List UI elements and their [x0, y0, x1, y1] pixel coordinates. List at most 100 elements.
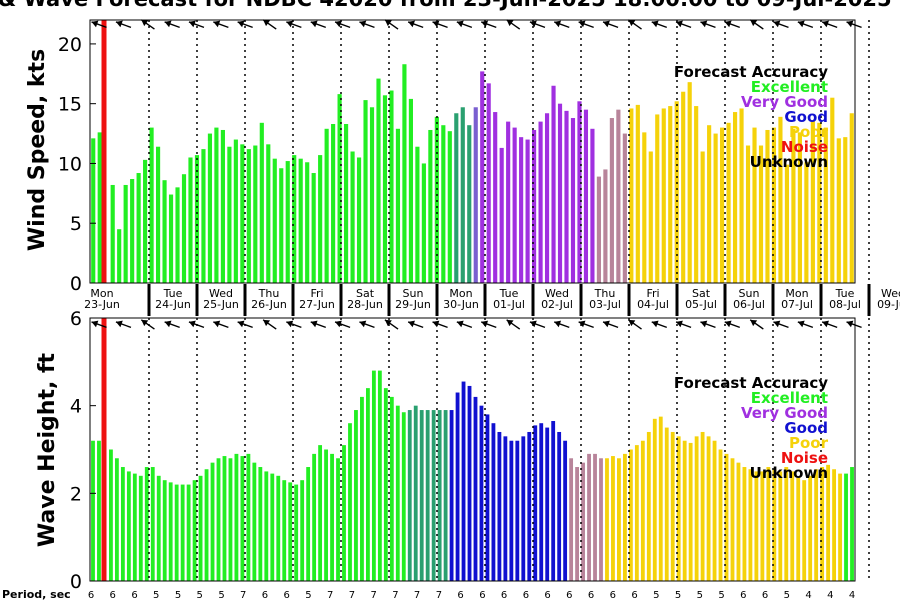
- date-label: 08-Jul: [829, 298, 861, 311]
- wave-legend-item: Noise: [781, 449, 828, 467]
- wind-bar: [233, 139, 238, 283]
- day-of-week-label: Tue: [499, 287, 519, 300]
- wave-direction-arrow-icon: [91, 320, 107, 329]
- wind-bar: [266, 144, 271, 283]
- period-value: 6: [88, 590, 94, 600]
- day-of-week-label: Sun: [403, 287, 424, 300]
- wave-y-tick-label: 2: [70, 483, 82, 505]
- wind-bar: [207, 133, 213, 283]
- wind-bar: [311, 173, 316, 283]
- wave-direction-arrow-icon: [700, 320, 716, 329]
- wave-bar: [449, 410, 454, 581]
- wind-bar: [570, 118, 576, 283]
- wind-bar: [220, 129, 225, 283]
- wave-bar: [407, 410, 412, 581]
- wave-bar: [694, 436, 699, 581]
- wind-bar: [551, 85, 556, 283]
- wave-y-axis-ticks: 0 2 4 6: [70, 308, 96, 593]
- wave-legend-item: Excellent: [751, 389, 828, 407]
- wind-bar: [849, 113, 854, 283]
- wave-bar: [198, 475, 203, 581]
- wind-bar: [143, 159, 148, 283]
- wind-bar: [843, 137, 848, 283]
- wind-direction-arrow-icon: [115, 20, 132, 29]
- wave-bar: [634, 445, 639, 581]
- wind-bar: [765, 129, 770, 283]
- wave-direction-arrow-icon: [675, 320, 692, 329]
- wave-direction-arrow-icon: [334, 320, 351, 329]
- day-of-week-label: Wed: [881, 287, 900, 300]
- wind-bar: [382, 95, 388, 283]
- wave-bar: [192, 480, 197, 581]
- wind-direction-arrow-icon: [821, 20, 838, 29]
- wind-bar: [486, 83, 491, 283]
- wave-direction-arrow-icon: [262, 319, 277, 330]
- day-of-week-label: Tue: [163, 287, 183, 300]
- wave-bar: [724, 453, 729, 581]
- wave-direction-arrow-icon: [628, 319, 642, 330]
- wind-bar: [506, 121, 511, 283]
- wind-bar: [797, 132, 802, 283]
- wind-plot-frame: [89, 19, 856, 284]
- period-value: 5: [153, 590, 159, 600]
- date-label: 05-Jul: [685, 298, 717, 311]
- period-value: 5: [718, 590, 724, 600]
- wind-bar: [778, 116, 783, 283]
- wind-bar: [473, 107, 478, 284]
- period-value: 6: [457, 590, 463, 600]
- wave-bar: [593, 453, 597, 581]
- wave-bar: [126, 471, 131, 581]
- wave-direction-arrow-icon: [359, 320, 375, 329]
- period-value: 6: [588, 590, 594, 600]
- wave-bar: [222, 456, 227, 581]
- wind-bar: [758, 145, 764, 283]
- wave-bar: [431, 410, 436, 581]
- wave-direction-arrow-icon: [384, 319, 399, 330]
- wave-bar: [264, 471, 269, 581]
- wind-bar: [428, 129, 433, 283]
- period-label: Period, sec: [2, 588, 71, 600]
- wind-bar: [720, 127, 725, 283]
- wave-legend-item: Very Good: [741, 404, 828, 422]
- wind-bar: [324, 128, 329, 283]
- period-value: 7: [327, 590, 333, 600]
- wave-bar: [150, 467, 155, 581]
- wave-bar: [156, 475, 161, 581]
- wind-bar: [156, 146, 161, 283]
- wind-bar: [557, 103, 563, 284]
- wind-legend-item: Noise: [781, 138, 828, 156]
- wind-y-axis-label: Wind Speed, kts: [25, 49, 50, 251]
- wind-bar: [700, 151, 705, 283]
- wave-bar: [497, 431, 502, 581]
- wind-bar: [810, 120, 815, 283]
- wave-bar: [754, 471, 759, 581]
- wave-bar: [216, 458, 221, 581]
- wind-direction-arrow-icon: [384, 19, 399, 30]
- wave-direction-arrow-icon: [724, 320, 741, 329]
- period-value: 6: [131, 590, 137, 600]
- period-value: 6: [762, 590, 768, 600]
- period-value: 6: [110, 590, 116, 600]
- wave-bar: [814, 469, 819, 581]
- wave-bar: [383, 388, 388, 581]
- date-label: 30-Jun: [443, 298, 479, 311]
- wave-direction-arrow-icon: [602, 320, 619, 329]
- wave-bar: [318, 445, 323, 581]
- wave-direction-arrow-icon: [237, 320, 253, 329]
- wind-bar: [544, 113, 550, 283]
- wind-direction-arrow-icon: [602, 20, 619, 29]
- wind-legend-item: Good: [784, 108, 828, 126]
- date-label: 28-Jun: [347, 298, 383, 311]
- wave-bar: [527, 431, 532, 581]
- wave-bar: [802, 480, 807, 581]
- wave-bar: [646, 431, 651, 581]
- wave-bar: [575, 467, 580, 581]
- period-value: 6: [262, 590, 268, 600]
- wind-y-tick-label: 5: [70, 213, 82, 235]
- wave-bar: [760, 471, 765, 581]
- wind-legend-item: Excellent: [751, 78, 828, 96]
- wave-bar: [210, 462, 215, 581]
- wave-bar: [664, 427, 669, 581]
- wind-direction-arrow-icon: [481, 20, 497, 29]
